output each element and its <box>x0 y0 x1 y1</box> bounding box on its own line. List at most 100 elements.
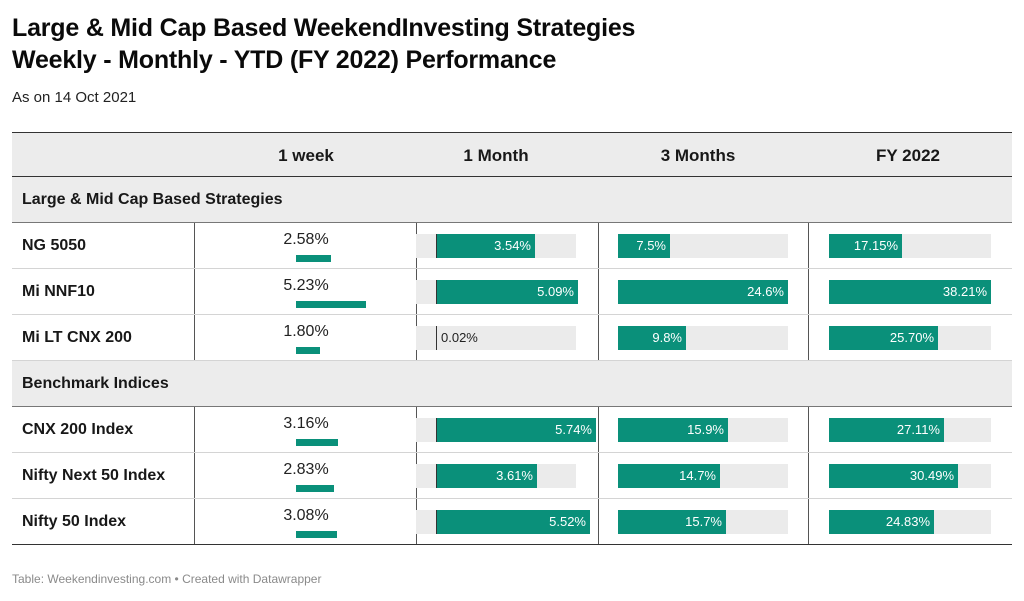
fy-cell: 27.11% <box>829 407 1024 453</box>
month-value: 5.09% <box>537 284 574 299</box>
fy-track: 27.11% <box>829 418 991 442</box>
three-months-bar <box>618 234 670 258</box>
fy-bar <box>829 464 958 488</box>
fy-bar <box>829 326 938 350</box>
three-months-cell: 15.7% <box>618 499 828 545</box>
month-cell: 5.74% <box>416 407 616 453</box>
group-header-row: Large & Mid Cap Based Strategies <box>12 177 1012 223</box>
column-divider <box>194 407 195 452</box>
month-cell: 3.54% <box>416 223 616 269</box>
fy-value: 17.15% <box>853 238 898 253</box>
fy-cell: 24.83% <box>829 499 1024 545</box>
chart-title: Large & Mid Cap Based WeekendInvesting S… <box>12 12 635 76</box>
column-divider <box>598 315 599 360</box>
three-months-bar <box>618 280 788 304</box>
three-months-value: 15.9% <box>687 422 724 437</box>
strategy-name: Mi LT CNX 200 <box>22 328 132 346</box>
three-months-bar <box>618 326 686 350</box>
week-bar <box>296 255 331 262</box>
column-header-fy-2022: FY 2022 <box>876 146 940 165</box>
week-cell: 2.58% <box>196 223 416 269</box>
month-bar <box>436 234 535 258</box>
three-months-cell: 15.9% <box>618 407 828 453</box>
zero-baseline <box>436 510 437 534</box>
chart-subtitle: As on 14 Oct 2021 <box>12 89 137 106</box>
month-cell: 0.02% <box>416 315 616 361</box>
table-row: Nifty Next 50 Index 2.83% 3.61% 14.7% 30.49% <box>12 453 1012 499</box>
month-track: 5.09% <box>416 280 578 304</box>
week-value: 3.16% <box>283 415 329 432</box>
column-divider <box>194 223 195 268</box>
group-label: Benchmark Indices <box>22 374 169 392</box>
three-months-value: 24.6% <box>747 284 784 299</box>
column-divider <box>808 269 809 314</box>
table-row: Mi LT CNX 200 1.80% 0.02% 9.8% 25.70% <box>12 315 1012 361</box>
month-value: 5.74% <box>555 422 592 437</box>
fy-cell: 30.49% <box>829 453 1024 499</box>
week-bar <box>296 301 366 308</box>
fy-value: 30.49% <box>909 468 954 483</box>
month-track: 5.52% <box>416 510 590 534</box>
three-months-cell: 14.7% <box>618 453 828 499</box>
month-value: 3.61% <box>496 468 533 483</box>
three-months-value: 7.5% <box>636 238 666 253</box>
zero-baseline <box>436 418 437 442</box>
month-cell: 5.52% <box>416 499 616 545</box>
fy-track: 38.21% <box>829 280 991 304</box>
month-value: 0.02% <box>441 330 478 345</box>
column-header-1-month: 1 Month <box>463 146 529 165</box>
table-row: Nifty 50 Index 3.08% 5.52% 15.7% 24.83% <box>12 499 1012 545</box>
month-track: 5.74% <box>416 418 596 442</box>
fy-cell: 17.15% <box>829 223 1024 269</box>
column-divider <box>194 315 195 360</box>
strategy-name: CNX 200 Index <box>22 420 134 438</box>
month-cell: 5.09% <box>416 269 616 315</box>
strategy-name: NG 5050 <box>22 236 87 254</box>
column-divider <box>808 223 809 268</box>
week-cell: 3.08% <box>196 499 416 545</box>
three-months-value: 14.7% <box>679 468 716 483</box>
table-row: CNX 200 Index 3.16% 5.74% 15.9% 27.11% <box>12 407 1012 453</box>
column-divider <box>808 407 809 452</box>
fy-value: 25.70% <box>889 330 934 345</box>
fy-bar <box>829 234 902 258</box>
column-divider <box>194 453 195 498</box>
column-divider <box>598 499 599 544</box>
strategy-name: Nifty 50 Index <box>22 512 127 530</box>
column-divider <box>598 223 599 268</box>
month-bar <box>436 464 537 488</box>
three-months-value: 15.7% <box>685 514 722 529</box>
week-bar <box>296 347 320 354</box>
week-bar <box>296 531 337 538</box>
week-value: 2.58% <box>283 231 329 248</box>
zero-baseline <box>436 464 437 488</box>
week-cell: 5.23% <box>196 269 416 315</box>
three-months-cell: 7.5% <box>618 223 828 269</box>
three-months-track: 9.8% <box>618 326 788 350</box>
three-months-track: 15.9% <box>618 418 788 442</box>
column-divider <box>194 499 195 544</box>
column-divider <box>598 269 599 314</box>
table-row: Mi NNF10 5.23% 5.09% 24.6% 38.21% <box>12 269 1012 315</box>
fy-bar <box>829 418 944 442</box>
fy-cell: 38.21% <box>829 269 1024 315</box>
three-months-cell: 24.6% <box>618 269 828 315</box>
week-cell: 3.16% <box>196 407 416 453</box>
title-line-1: Large & Mid Cap Based WeekendInvesting S… <box>12 14 636 42</box>
week-bar <box>296 439 338 446</box>
fy-track: 30.49% <box>829 464 991 488</box>
column-header-3-months: 3 Months <box>660 146 736 165</box>
table-row: NG 5050 2.58% 3.54% 7.5% 17.15% <box>12 223 1012 269</box>
three-months-track: 24.6% <box>618 280 788 304</box>
three-months-bar <box>618 464 720 488</box>
three-months-value: 9.8% <box>652 330 682 345</box>
zero-baseline <box>436 280 437 304</box>
chart-footer: Table: Weekendinvesting.com • Created wi… <box>12 572 322 586</box>
three-months-track: 14.7% <box>618 464 788 488</box>
fy-value: 38.21% <box>942 284 987 299</box>
month-bar <box>436 280 578 304</box>
three-months-bar <box>618 510 726 534</box>
fy-track: 25.70% <box>829 326 991 350</box>
group-header-row: Benchmark Indices <box>12 361 1012 407</box>
three-months-track: 7.5% <box>618 234 788 258</box>
